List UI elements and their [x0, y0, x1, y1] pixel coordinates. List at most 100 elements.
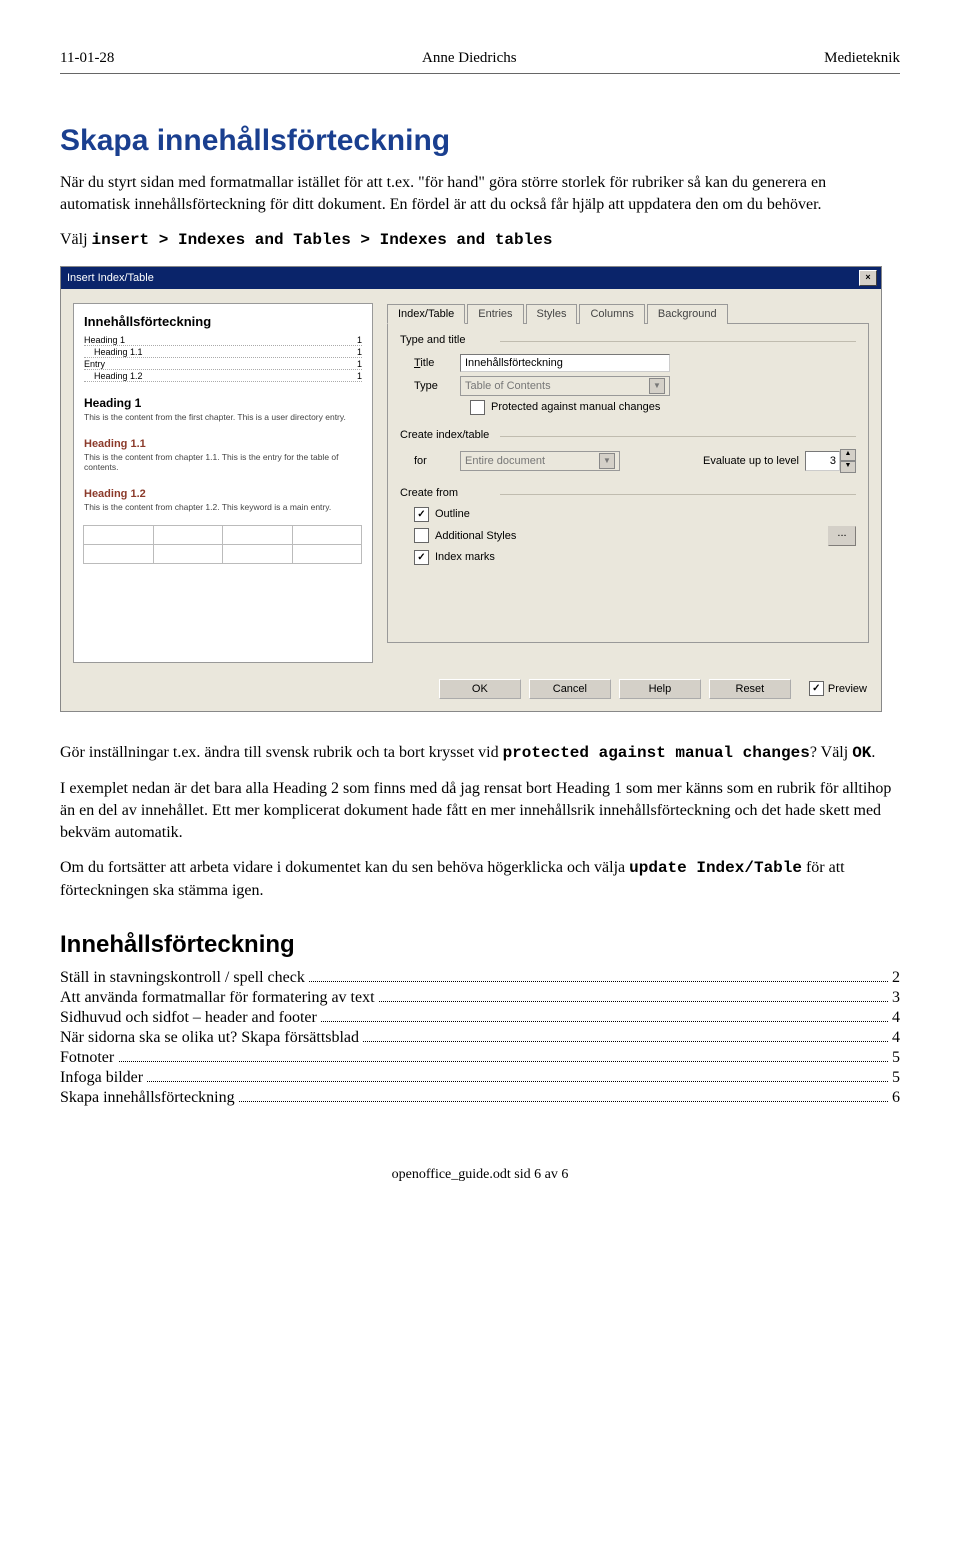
dialog-tab-area: Index/Table Entries Styles Columns Backg… — [387, 303, 869, 663]
table-of-contents: 2Ställ in stavningskontroll / spell chec… — [60, 969, 900, 1107]
help-button[interactable]: Help — [619, 679, 701, 699]
group-type-title: Type and title Title Type Table of Conte… — [400, 334, 856, 415]
text: . — [871, 744, 875, 761]
header-course: Medieteknik — [824, 50, 900, 67]
title-input[interactable] — [460, 354, 670, 372]
preview-h12-text: This is the content from chapter 1.2. Th… — [84, 502, 362, 512]
toc-line: 5 Infoga bilder — [60, 1069, 900, 1087]
tab-entries[interactable]: Entries — [467, 304, 523, 324]
preview-h11: Heading 1.1 — [84, 438, 362, 450]
menu-instruction: Välj insert > Indexes and Tables > Index… — [60, 229, 900, 252]
toc-label: Att använda formatmallar för formatering… — [60, 989, 379, 1006]
preview-h11-text: This is the content from chapter 1.1. Th… — [84, 452, 362, 472]
menu-path-code: insert > Indexes and Tables > Indexes an… — [92, 231, 553, 249]
instruction-prefix: Välj — [60, 231, 92, 248]
level-spinner[interactable]: ▲ ▼ — [805, 449, 856, 473]
for-select[interactable]: Entire document ▼ — [460, 451, 620, 471]
preview-h1: Heading 1 — [84, 396, 362, 410]
text: ? Välj — [810, 744, 852, 761]
toc-page: 5 — [888, 1069, 900, 1087]
group-label: Type and title — [400, 334, 856, 348]
update-code: update Index/Table — [629, 859, 802, 877]
update-paragraph: Om du fortsätter att arbeta vidare i dok… — [60, 857, 900, 901]
preview-row-page: 1 — [357, 359, 362, 369]
cancel-button[interactable]: Cancel — [529, 679, 611, 699]
header-rule — [60, 73, 900, 74]
chevron-down-icon: ▼ — [649, 378, 665, 394]
preview-row-label: Heading 1.2 — [94, 371, 143, 381]
toc-label: Sidhuvud och sidfot – header and footer — [60, 1009, 321, 1026]
tab-background[interactable]: Background — [647, 304, 728, 324]
indexmarks-checkbox[interactable]: ✓ — [414, 550, 429, 565]
close-icon[interactable]: × — [859, 270, 877, 286]
toc-page: 5 — [888, 1049, 900, 1067]
preview-toc-rows: Heading 11 Heading 1.11 Entry1 Heading 1… — [84, 335, 362, 382]
group-from: Create from ✓ Outline Additional Styles … — [400, 487, 856, 565]
toc-line: 4 Sidhuvud och sidfot – header and footer — [60, 1009, 900, 1027]
group-label: Create from — [400, 487, 856, 501]
level-input[interactable] — [805, 451, 840, 471]
preview-row-page: 1 — [357, 371, 362, 381]
preview-row-page: 1 — [357, 335, 362, 345]
dialog-tabs: Index/Table Entries Styles Columns Backg… — [387, 304, 869, 324]
tab-page: Type and title Title Type Table of Conte… — [387, 323, 869, 643]
preview-panel: Innehållsförteckning Heading 11 Heading … — [73, 303, 373, 663]
addstyles-checkbox[interactable] — [414, 528, 429, 543]
toc-label: Infoga bilder — [60, 1069, 147, 1086]
title-label: Title — [414, 357, 454, 369]
outline-checkbox[interactable]: ✓ — [414, 507, 429, 522]
outline-label: Outline — [435, 508, 470, 520]
reset-button[interactable]: Reset — [709, 679, 791, 699]
tab-columns[interactable]: Columns — [579, 304, 644, 324]
indexmarks-label: Index marks — [435, 551, 495, 563]
text: Om du fortsätter att arbeta vidare i dok… — [60, 859, 629, 876]
page-footer: openoffice_guide.odt sid 6 av 6 — [60, 1167, 900, 1183]
protected-label: Protected against manual changes — [491, 401, 660, 413]
evaluate-label: Evaluate up to level — [703, 455, 799, 467]
preview-row-label: Heading 1.1 — [94, 347, 143, 357]
type-select-value: Table of Contents — [465, 380, 551, 392]
dialog-footer: OK Cancel Help Reset ✓ Preview — [61, 669, 881, 711]
chevron-down-icon: ▼ — [599, 453, 615, 469]
for-select-value: Entire document — [465, 455, 545, 467]
settings-paragraph: Gör inställningar t.ex. ändra till svens… — [60, 742, 900, 765]
toc-line: 5 Fotnoter — [60, 1049, 900, 1067]
preview-h1-text: This is the content from the first chapt… — [84, 412, 362, 422]
toc-page: 4 — [888, 1009, 900, 1027]
header-author: Anne Diedrichs — [422, 50, 517, 67]
protected-code: protected against manual changes — [503, 744, 810, 762]
toc-label: När sidorna ska se olika ut? Skapa försä… — [60, 1029, 363, 1046]
page-header: 11-01-28 Anne Diedrichs Medieteknik — [60, 50, 900, 67]
spinner-up-icon[interactable]: ▲ — [840, 449, 856, 461]
preview-h12: Heading 1.2 — [84, 488, 362, 500]
dialog-title: Insert Index/Table — [67, 272, 154, 284]
toc-label: Skapa innehållsförteckning — [60, 1089, 239, 1106]
type-select[interactable]: Table of Contents ▼ — [460, 376, 670, 396]
intro-paragraph: När du styrt sidan med formatmallar istä… — [60, 172, 900, 215]
toc-page: 4 — [888, 1029, 900, 1047]
preview-table-grid — [84, 526, 362, 564]
insert-index-dialog: Insert Index/Table × Innehållsförtecknin… — [60, 266, 882, 712]
dialog-titlebar: Insert Index/Table × — [61, 267, 881, 289]
toc-page: 6 — [888, 1089, 900, 1107]
toc-line: 3 Att använda formatmallar för formaterin… — [60, 989, 900, 1007]
spinner-down-icon[interactable]: ▼ — [840, 461, 856, 473]
for-label: for — [414, 455, 454, 467]
group-create: Create index/table for Entire document ▼ — [400, 429, 856, 473]
example-paragraph: I exemplet nedan är det bara alla Headin… — [60, 778, 900, 843]
ellipsis-button[interactable]: ... — [828, 526, 856, 546]
preview-row-page: 1 — [357, 347, 362, 357]
toc-page: 3 — [888, 989, 900, 1007]
ok-button[interactable]: OK — [439, 679, 521, 699]
text: Gör inställningar t.ex. ändra till svens… — [60, 744, 503, 761]
tab-styles[interactable]: Styles — [526, 304, 578, 324]
protected-checkbox[interactable] — [470, 400, 485, 415]
preview-checkbox[interactable]: ✓ — [809, 681, 824, 696]
tab-index-table[interactable]: Index/Table — [387, 304, 465, 324]
toc-label: Fotnoter — [60, 1049, 118, 1066]
header-date: 11-01-28 — [60, 50, 114, 67]
preview-checkbox-label: Preview — [828, 683, 867, 695]
toc-line: 4 När sidorna ska se olika ut? Skapa förs… — [60, 1029, 900, 1047]
preview-row-label: Entry — [84, 359, 105, 369]
toc-heading: Innehållsförteckning — [60, 931, 900, 959]
